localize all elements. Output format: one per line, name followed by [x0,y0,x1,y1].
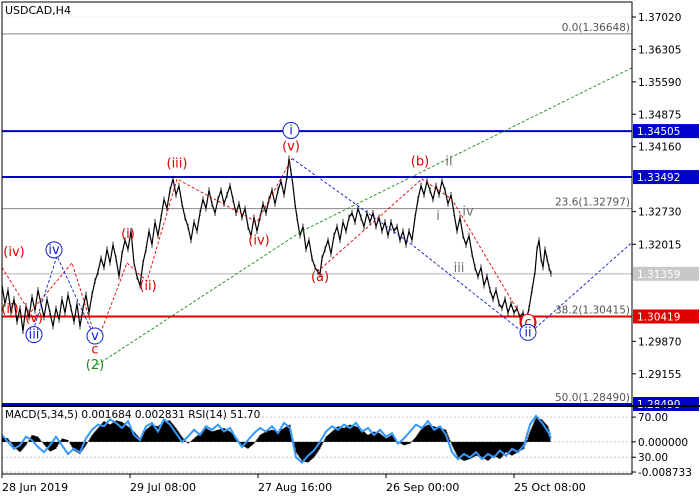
level-price-tag [633,397,699,411]
wave-label: ii [524,325,531,340]
wave-label: iv [462,204,474,219]
wave-label: i [436,209,440,224]
wave-lines [1,67,633,366]
price-tick-label: 1.34160 [638,142,681,154]
wave-label-circle [86,327,104,345]
wave-label: iii [454,261,465,276]
wave-path-blue [29,254,98,343]
level-price-tag [633,170,699,185]
wave-label: (iii) [167,157,188,172]
fib-level-label: 0.0(1.36648) [562,22,630,34]
wave-label: (b) [411,154,429,169]
price-tick-label: 1.32015 [638,239,681,251]
wave-label: (v) [25,311,43,326]
price-tick-label: 1.34875 [638,109,681,121]
wave-label: (v) [282,139,300,154]
wave-label: (a) [311,270,329,285]
indicator-pane: 70.00 0.000000 30.00 -0.008733 [1,405,700,479]
wave-label: (ii) [1,302,18,317]
time-tick-label: 27 Aug 16:00 [258,481,332,494]
price-tick-label: 1.32730 [638,207,681,219]
wave-label-circle [45,241,63,259]
wave-label: iv [48,243,60,258]
chart-frame [1,1,633,475]
fib-level-label: 50.0(1.28490) [555,392,630,404]
indicator-tick-label: 0.000000 [638,437,688,449]
indicator-title: MACD(5,34,5) 0.001684 0.002831 RSI(14) 5… [5,409,260,421]
price-tick-label: 1.36305 [638,44,681,56]
wave-label: c [91,343,98,358]
wave-path-green [96,67,633,366]
level-price-tag [633,309,699,324]
wave-label: iii [29,328,40,343]
wave-label: i [289,123,293,138]
time-tick-label: 26 Sep 00:00 [386,481,459,494]
fib-level-label: 38.2(1.30415) [555,305,630,317]
wave-label: (i) [121,227,135,242]
rsi-line [1,414,552,465]
level-price-value: 1.31359 [637,269,680,281]
wave-label-circle [282,121,300,139]
wave-label: (iv) [3,245,24,260]
wave-label: (ii) [139,279,156,294]
wave-path-red [96,158,293,343]
wave-path-red [1,261,98,343]
price-series [1,155,552,334]
price-tick-label: 1.37020 [638,12,681,24]
time-tick-label: 25 Oct 08:00 [514,481,586,494]
time-tick-label: 29 Jul 08:00 [130,481,196,494]
indicator-tick-label: 70.00 [638,412,668,424]
wave-path-blue [291,158,633,337]
indicator-tick-label: 30.00 [638,452,668,464]
wave-label: v [91,329,99,344]
wave-label: (iv) [248,234,269,249]
symbol-title: USDCAD,H4 [5,4,71,17]
price-axis: 1.37020 1.36305 1.35590 1.34875 1.34160 1.327… [632,12,681,381]
level-price-value: 1.33492 [637,172,680,184]
wave-path-red [316,178,528,327]
level-price-value: 1.34505 [637,126,680,138]
level-price-value: 1.30419 [637,311,680,323]
wave-label-circle [25,326,43,344]
level-price-tag [633,266,699,281]
price-tick-label: 1.35590 [638,77,681,89]
wave-label-circle [519,323,537,341]
indicator-tick-label: -0.008733 [638,467,692,479]
fib-level-label: 23.6(1.32797) [555,197,630,209]
price-tick-label: 1.29155 [638,369,681,381]
price-tick-label: 1.29870 [638,336,681,348]
wave-label: (2) [86,358,104,373]
wave-label: ii [445,154,452,169]
time-tick-label: 28 Jun 2019 [2,481,68,494]
level-price-tag [633,124,699,139]
wave-labels: (iv) iv(ii)(v)iii vc(2)(i)(ii)(iii)(iv)(v)… [1,121,537,373]
time-axis: 28 Jun 2019 29 Jul 08:00 27 Aug 16:00 26 Se… [1,473,632,494]
